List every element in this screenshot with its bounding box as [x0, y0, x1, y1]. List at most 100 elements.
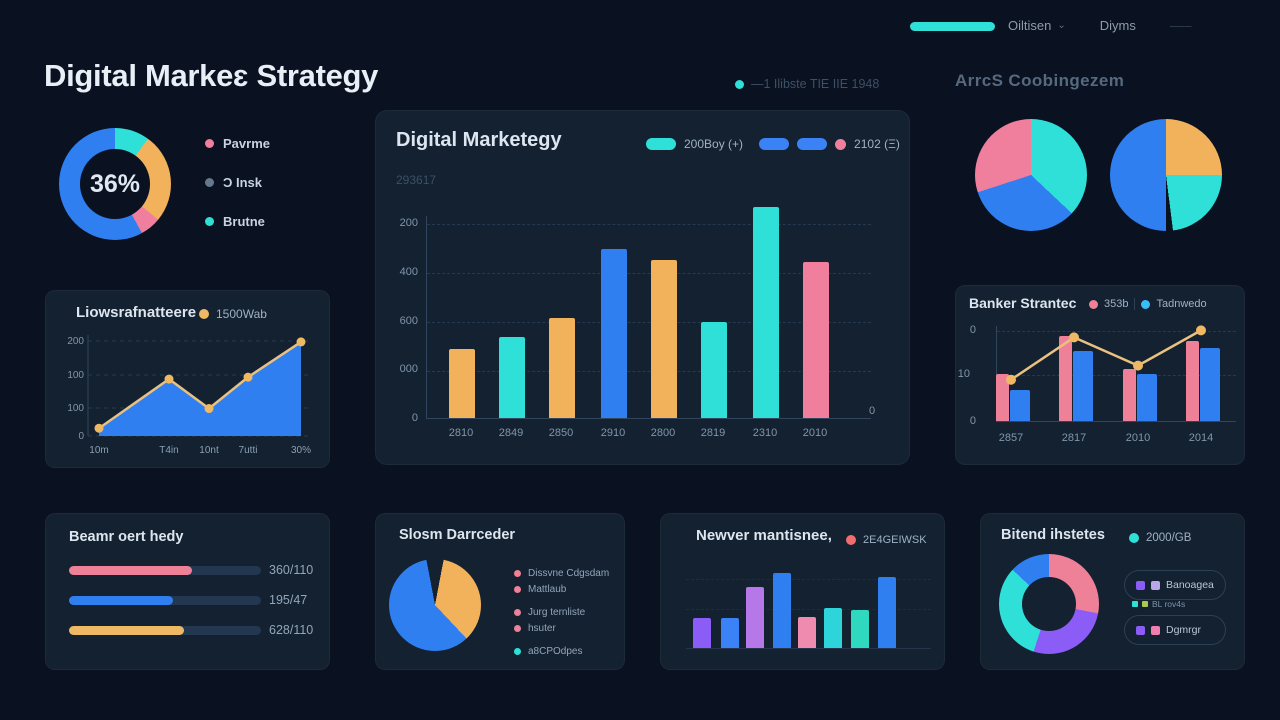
bars-chart: [686, 559, 931, 649]
bar: [1123, 369, 1136, 421]
progress-track: [69, 626, 261, 635]
panel-title: Slosm Darrceder: [399, 527, 516, 543]
legend-label: Pavrme: [223, 136, 270, 151]
gridline: [686, 579, 931, 580]
x-axis-tick: 2819: [700, 427, 726, 439]
legend-item: Jurg ternliste: [514, 605, 609, 619]
main-chart-panel: Digital Marketegy 200Boy (+) 2102 (Ξ) 293…: [375, 110, 910, 465]
bar: [1059, 336, 1072, 421]
page-title: Digital Markeɛ Strategy: [44, 58, 379, 93]
progress-panel: Beamr oert hedy 360/110 195/47 628/110: [45, 513, 330, 670]
bar: [803, 262, 829, 418]
y-axis-tick: 400: [399, 265, 418, 278]
x-axis-tick: 2800: [650, 427, 676, 439]
legend-item: hsuter: [514, 621, 609, 635]
legend-label: 200Boy (+): [684, 137, 744, 151]
pie-chart-2: [1110, 119, 1222, 231]
legend-label: 1500Wab: [216, 307, 267, 321]
bar: [753, 207, 779, 418]
header-nav: Oiltisen ⌄ Diyms –––: [1008, 18, 1192, 33]
svg-text:100: 100: [67, 370, 84, 381]
gridline: [997, 331, 1236, 332]
svg-text:10nt: 10nt: [199, 445, 219, 456]
legend-dot-icon: [514, 569, 521, 577]
panel-title: Newver mantisnee,: [696, 527, 832, 544]
header-item-1[interactable]: Diyms: [1100, 18, 1136, 33]
legend-item: a8CPOdpes: [514, 644, 609, 658]
legend-pill-icon: [797, 138, 828, 150]
legend-divider: [1134, 298, 1136, 310]
header-item-label: Diyms: [1099, 18, 1136, 33]
swatch-icon: [1151, 625, 1160, 635]
legend-dot-icon: [1129, 533, 1139, 543]
bar: [878, 576, 896, 648]
legend-dot-icon: [514, 647, 521, 655]
chip-button[interactable]: Banoagea: [1124, 570, 1226, 600]
y-axis-tick: 10: [957, 368, 970, 380]
donut-panel: Bitend ihstetes 2000/GB Banoagea Dgmrgr BL…: [980, 513, 1245, 670]
svg-text:T4in: T4in: [159, 445, 178, 456]
bar: [549, 317, 575, 418]
x-axis-tick: 2010: [1125, 432, 1151, 444]
progress-value: 628/110: [269, 623, 314, 637]
panel-title: Liowsrafnatteere: [76, 304, 197, 321]
combo-chart-panel: Banker Stranteс 353b Tadnwedo 0 10 0 2857 281…: [955, 285, 1245, 465]
swatch-icon: [1136, 580, 1145, 590]
legend-label: 2E4GEIWSK: [863, 534, 927, 546]
legend-pill-icon: [759, 138, 790, 150]
y-axis-tick: 0: [969, 324, 976, 336]
x-axis-tick: 2010: [802, 427, 828, 439]
x-axis-tick: 2857: [998, 432, 1024, 444]
area-chart-panel: Liowsrafnatteere 1500Wab 200 100 100 0 10m T4…: [45, 290, 330, 468]
bar: [651, 259, 677, 418]
y-axis-tick: 0: [969, 415, 976, 427]
chip-button[interactable]: Dgmrgr: [1124, 615, 1226, 645]
progress-value: 360/110: [269, 563, 314, 577]
bar: [701, 322, 727, 418]
legend-dot-icon: [846, 535, 856, 545]
pie-chart-1: [975, 119, 1087, 231]
bar: [449, 349, 475, 418]
svg-text:10m: 10m: [89, 445, 108, 456]
legend-dot-icon: [514, 624, 521, 632]
legend-dot-icon: [199, 309, 209, 319]
panel-title: Banker Stranteс: [969, 295, 1077, 311]
gridline: [427, 322, 871, 323]
panel-title: Bitend ihstetes: [1001, 527, 1105, 543]
bars-legend: 2E4GEIWSK: [846, 534, 927, 546]
header-item-2[interactable]: –––: [1170, 18, 1192, 33]
teal-dot-icon: [735, 79, 744, 89]
progress-value: 195/47: [269, 593, 308, 607]
progress-fill: [69, 596, 173, 605]
gridline: [997, 375, 1236, 376]
main-chart-legend: 200Boy (+) 2102 (Ξ): [646, 137, 908, 151]
chevron-down-icon: ⌄: [1057, 20, 1066, 31]
share-donut-chart: 36%: [59, 128, 171, 240]
bar: [1200, 348, 1220, 421]
header-progress-pill: [910, 22, 995, 31]
legend-item: Dissvne Cdgsdam: [514, 566, 609, 580]
donut-legend: 2000/GB: [1129, 532, 1191, 544]
legend-dot-icon: [205, 178, 214, 187]
x-axis-tick: 2810: [448, 427, 474, 439]
bar: [773, 573, 791, 648]
legend-dot-icon: [514, 608, 521, 616]
bar: [1137, 374, 1157, 421]
legend-dot-icon: [1141, 299, 1151, 309]
header-item-0[interactable]: Oiltisen ⌄: [1008, 18, 1066, 33]
svg-text:30%: 30%: [291, 445, 311, 456]
pie-legend: Dissvne Cdgsdam Mattlaub Jurg ternliste hsu…: [514, 566, 609, 658]
y-axis-tick: 200: [399, 217, 418, 229]
gridline: [427, 224, 871, 225]
bar: [746, 587, 764, 648]
chart-subtitle: 293617: [396, 173, 437, 187]
legend-item: Mattlaub: [514, 582, 609, 596]
swatch-icon: [1136, 625, 1145, 635]
y-axis-tick: 000: [399, 363, 418, 376]
bar: [996, 374, 1009, 421]
progress-track: [69, 566, 261, 575]
right-axis-zero: 0: [869, 405, 876, 417]
legend-label: Tadnwedo: [1156, 298, 1207, 310]
panel-title: Digital Marketegy: [396, 129, 562, 151]
